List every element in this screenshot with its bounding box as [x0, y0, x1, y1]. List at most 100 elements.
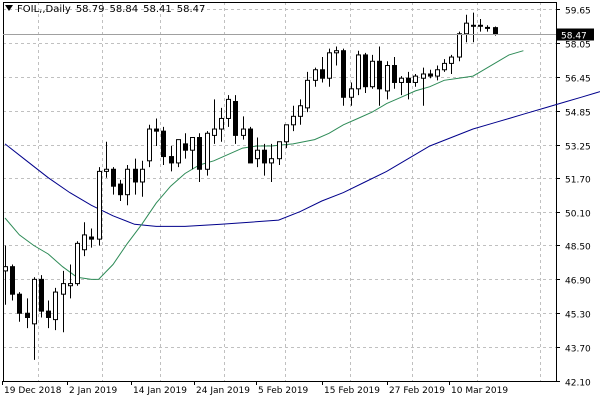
open-value: 58.79 [75, 4, 105, 15]
ma-slow-line [4, 91, 600, 227]
candle-body [385, 65, 390, 92]
candle-body [75, 242, 80, 285]
y-axis-labels: 59.65 58.05 56.45 54.85 53.25 51.70 50.10 48.50… [565, 7, 591, 389]
low-value: 58.41 [143, 4, 172, 15]
candle-body [248, 128, 253, 164]
y-tick-label: 48.50 [565, 243, 591, 253]
high-value: 58.84 [109, 4, 139, 15]
candle-body [327, 52, 332, 79]
candle-body [392, 65, 397, 83]
candle-body [53, 291, 58, 321]
candle-body [262, 149, 267, 164]
candle-body [205, 132, 210, 170]
candle-body [197, 137, 202, 170]
dropdown-triangle-icon[interactable] [5, 5, 13, 11]
x-tick-label: 19 Dec 2018 [4, 386, 62, 396]
ma-slow-path [4, 91, 600, 227]
candle-body [104, 168, 109, 172]
y-tick-label: 59.65 [565, 7, 591, 17]
symbol-label: FOIL,,Daily [17, 4, 71, 15]
candle-body [147, 128, 152, 162]
candle-body [428, 73, 433, 77]
axes [2, 2, 560, 385]
candle-body [10, 266, 15, 295]
y-tick-label: 43.70 [565, 345, 591, 355]
candle-body [435, 69, 440, 77]
candle-body [169, 156, 174, 164]
x-tick-label: 5 Feb 2019 [258, 386, 309, 396]
candle-body [471, 24, 476, 27]
x-tick-label: 14 Jan 2019 [133, 386, 187, 396]
x-tick-label: 27 Feb 2019 [389, 386, 445, 396]
candle-body [140, 168, 145, 183]
candle-body [363, 54, 368, 88]
candle-body [341, 50, 346, 98]
y-tick-label: 50.10 [565, 210, 591, 220]
candle-body [233, 101, 238, 136]
candle-body [269, 158, 274, 164]
candle-body [464, 22, 469, 35]
y-tick-label: 58.05 [565, 41, 591, 51]
candle-body [125, 168, 130, 196]
candle-body [334, 50, 339, 54]
candle-body [212, 128, 217, 136]
candle-body [118, 183, 123, 196]
candle-body [478, 24, 483, 27]
grid [3, 2, 556, 382]
price-tag [556, 28, 594, 41]
candle-body [190, 137, 195, 151]
x-tick-label: 10 Mar 2019 [451, 386, 508, 396]
candle-body [305, 79, 310, 109]
candle-body [17, 293, 22, 314]
candle-body [97, 170, 102, 240]
candle-body [61, 283, 66, 295]
candle-body [284, 124, 289, 143]
candle-body [370, 60, 375, 88]
candle-body [457, 33, 462, 58]
candle-body [133, 168, 138, 183]
candle-body [298, 105, 303, 117]
y-tick-label: 45.30 [565, 311, 591, 321]
x-tick-label: 15 Feb 2019 [324, 386, 380, 396]
candles [3, 12, 498, 360]
candle-body [493, 27, 498, 35]
candle-body [161, 130, 166, 158]
candle-body [277, 141, 282, 160]
candle-body [82, 234, 87, 251]
candle-body [255, 149, 260, 160]
y-tick-label: 46.90 [565, 277, 591, 287]
candle-body [313, 69, 318, 81]
candle-body [349, 88, 354, 98]
close-value: 58.47 [176, 4, 206, 15]
candle-body [183, 143, 188, 151]
candle-body [377, 60, 382, 90]
y-tick-label: 53.25 [565, 143, 591, 153]
x-axis-labels: 19 Dec 2018 2 Jan 2019 14 Jan 2019 24 Jan 2… [4, 386, 508, 396]
candle-body [406, 77, 411, 83]
candle-body [291, 115, 296, 126]
candle-body [485, 26, 490, 29]
y-tick-label: 42.10 [565, 379, 591, 389]
chart-header: FOIL,,Daily 58.79 58.84 58.41 58.47 [5, 4, 205, 15]
candle-body [226, 98, 231, 119]
candle-body [68, 283, 73, 287]
candle-body [219, 117, 224, 130]
y-tick-label: 51.70 [565, 176, 591, 186]
candle-body [154, 128, 159, 132]
y-tick-label: 56.45 [565, 75, 591, 85]
candle-body [3, 266, 8, 272]
candle-body [46, 310, 51, 318]
candle-body [176, 139, 181, 164]
candle-body [241, 128, 246, 136]
candle-body [39, 278, 44, 312]
candle-body [89, 236, 94, 240]
candle-body [320, 69, 325, 79]
current-price-line: 58.47 [3, 28, 594, 42]
candle-body [421, 73, 426, 79]
candle-body [111, 168, 116, 187]
candle-body [25, 312, 30, 318]
x-tick-label: 2 Jan 2019 [69, 386, 117, 396]
candle-body [449, 56, 454, 64]
